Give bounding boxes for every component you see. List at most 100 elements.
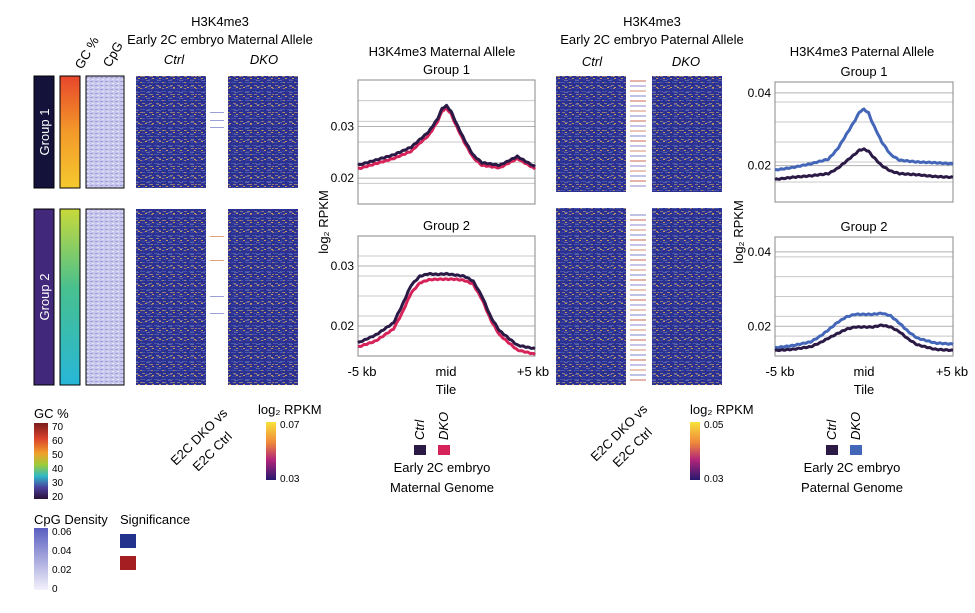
cpg-legend-bar — [34, 528, 48, 590]
sig-stripe — [630, 279, 646, 281]
maternal-ctrl-heatmap-group2-texture — [136, 209, 206, 385]
maternal-xtick-left: -5 kb — [348, 364, 377, 379]
series-line-dko — [357, 277, 536, 356]
plot-frame — [357, 235, 536, 357]
paternal-ctrl-heatmap-group2-texture — [556, 208, 626, 385]
sig-stripe — [630, 234, 646, 236]
paternal-xtick-right: +5 kb — [936, 364, 968, 379]
paternal-ylabel: log₂ RPKM — [731, 200, 746, 264]
sig-stripe — [630, 364, 646, 366]
sig-stripe — [630, 284, 646, 286]
sig-stripe — [630, 160, 646, 162]
sig-stripe — [630, 369, 646, 371]
gc-tick-label: 60 — [52, 436, 64, 447]
y-tick-label: 0.02 — [331, 319, 355, 333]
series-line-ctrl — [774, 323, 954, 353]
sig-stripe — [630, 309, 646, 311]
sig-stripe — [630, 130, 646, 132]
maternal-xlabel: Tile — [436, 382, 456, 397]
paternal-rpkm-legend-title: log₂ RPKM — [690, 402, 754, 417]
plot-subtitle: Group 1 — [423, 62, 470, 77]
group1-label-bar — [33, 75, 55, 189]
paternal-rpkm-legend-bar — [690, 422, 700, 480]
maternal-heatmap-title-1: H3K4me3 — [191, 14, 249, 29]
sig-stripe — [630, 180, 646, 182]
sig-stripe — [630, 115, 646, 117]
y-tick-label: 0.04 — [748, 86, 772, 100]
paternal-legend-dko-swatch — [850, 445, 862, 455]
plot-frame — [774, 81, 954, 203]
sig-stripe — [630, 110, 646, 112]
sig-stripe — [630, 155, 646, 157]
maternal-profile-group2: Group 2 0.02 0.03 — [331, 218, 536, 357]
sig-stripe — [630, 259, 646, 261]
gc-column-group2 — [59, 208, 81, 386]
maternal-xtick-mid: mid — [436, 364, 457, 379]
maternal-legend-dko-swatch — [438, 445, 450, 455]
significance-down-swatch — [120, 556, 136, 570]
group1-label: Group 1 — [37, 109, 52, 156]
sig-stripe — [630, 224, 646, 226]
gc-tick-label: 20 — [52, 492, 64, 503]
paternal-heatmap-title-1: H3K4me3 — [623, 14, 681, 29]
sig-stripe — [630, 359, 646, 361]
maternal-rpkm-legend-title: log₂ RPKM — [258, 402, 322, 417]
y-tick-label: 0.03 — [331, 259, 355, 273]
sig-stripe — [630, 374, 646, 376]
paternal-profile-group1: Group 1 0.02 0.04 — [748, 64, 954, 203]
sig-stripe — [630, 339, 646, 341]
y-tick-label: 0.02 — [748, 159, 772, 173]
sig-stripe — [630, 85, 646, 87]
sig-stripe — [630, 175, 646, 177]
paternal-significance-column — [630, 80, 646, 381]
sig-stripe — [630, 90, 646, 92]
sig-stripe — [630, 229, 646, 231]
plot-frame — [357, 79, 536, 205]
sig-stripe — [630, 354, 646, 356]
maternal-legend-ctrl-swatch — [414, 445, 426, 455]
cpg-tick-label: 0 — [52, 584, 58, 595]
sig-stripe — [630, 125, 646, 127]
paternal-xtick-left: -5 kb — [766, 364, 795, 379]
maternal-rpkm-legend-min: 0.03 — [280, 474, 300, 485]
sig-stripe — [630, 100, 646, 102]
paternal-dko-heatmap-group1-texture — [652, 76, 722, 192]
gc-legend-title: GC % — [34, 406, 69, 421]
sig-stripe — [630, 140, 646, 142]
series-line-ctrl — [357, 103, 536, 168]
sig-stripe — [630, 379, 646, 381]
paternal-dko-column-label: DKO — [672, 54, 700, 69]
paternal-xlabel: Tile — [854, 382, 874, 397]
series-line-ctrl — [357, 271, 536, 351]
sig-stripe — [630, 170, 646, 172]
gc-tick-label: 30 — [52, 478, 64, 489]
series-line-ctrl — [774, 147, 954, 181]
maternal-rpkm-legend-bar — [266, 422, 276, 480]
gc-column-group1 — [59, 75, 81, 189]
maternal-heatmap-title-2: Early 2C embryo Maternal Allele — [127, 32, 313, 47]
maternal-legend-dko-label: DKO — [436, 412, 451, 440]
sig-stripe — [630, 294, 646, 296]
group2-label: Group 2 — [37, 274, 52, 321]
sig-stripe — [630, 304, 646, 306]
sig-stripe — [630, 135, 646, 137]
sig-stripe — [630, 150, 646, 152]
paternal-profile-group2: Group 2 0.02 0.04 — [748, 219, 954, 357]
cpg-tick-label: 0.04 — [52, 546, 72, 557]
sig-stripe — [630, 165, 646, 167]
sig-stripe — [630, 349, 646, 351]
sig-stripe — [630, 254, 646, 256]
sig-stripe — [630, 299, 646, 301]
paternal-heatmap-title-2: Early 2C embryo Paternal Allele — [560, 32, 744, 47]
y-tick-label: 0.02 — [748, 319, 772, 333]
paternal-rpkm-legend-min: 0.03 — [704, 474, 724, 485]
maternal-legend-ctrl-label: Ctrl — [412, 419, 427, 440]
cpg-legend-ticks: 0.06 0.04 0.02 0 — [52, 527, 72, 595]
sig-stripe — [630, 185, 646, 187]
cpg-legend-title: CpG Density — [34, 512, 108, 527]
sig-stripe — [630, 324, 646, 326]
plot-subtitle: Group 1 — [841, 64, 888, 79]
paternal-dko-heatmap-group2-texture — [652, 208, 722, 385]
plot-subtitle: Group 2 — [841, 219, 888, 234]
